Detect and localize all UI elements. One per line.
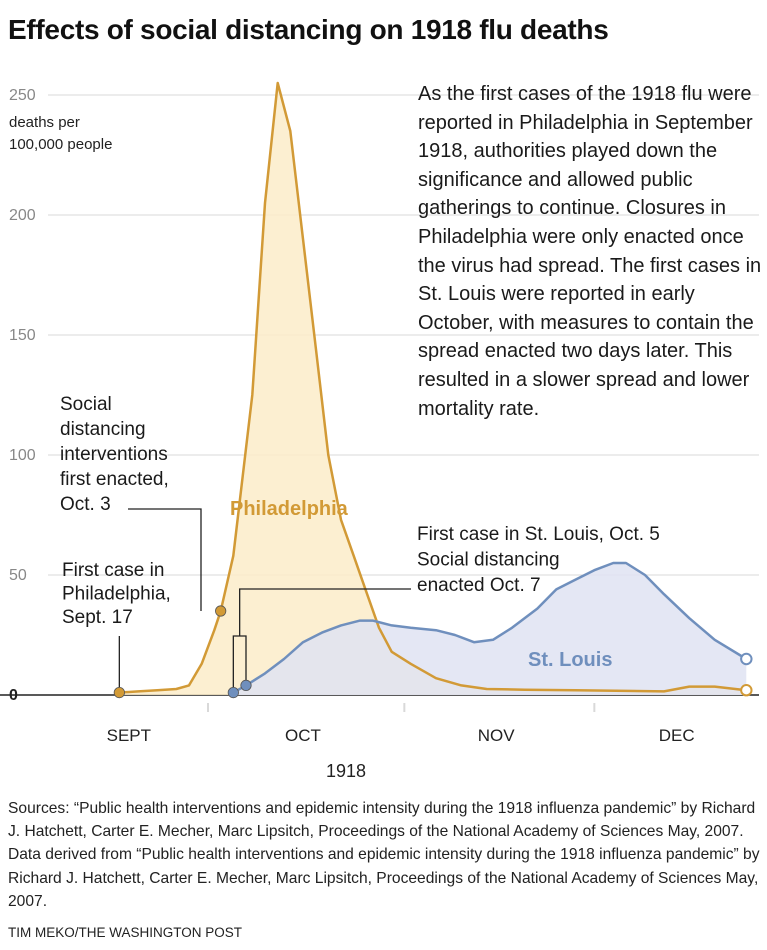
- annotation-line: First case in St. Louis, Oct. 5: [417, 524, 660, 545]
- philadelphia-line: [119, 81, 747, 694]
- y-axis-label: 100,000 people: [9, 136, 112, 153]
- credit-line: TIM MEKO/THE WASHINGTON POST: [8, 925, 243, 940]
- chart-description: As the first cases of the 1918 flu were …: [418, 83, 762, 420]
- sources-note: Sources: “Public health interventions an…: [8, 800, 760, 910]
- annotation-line: Sept. 17: [62, 607, 133, 628]
- y-tick-label: 200: [9, 207, 36, 224]
- y-tick-label: 150: [9, 327, 36, 344]
- annotation-leaders: [118, 508, 411, 693]
- marker-st-louis: [740, 652, 753, 666]
- series-label-philadelphia: Philadelphia: [230, 498, 349, 520]
- annotation-stl-first-case: First case in St. Louis, Oct. 5 Social di…: [417, 524, 660, 596]
- marker-philadelphia: [740, 684, 753, 697]
- month-label: NOV: [478, 726, 516, 745]
- marker-st-louis: [227, 686, 239, 699]
- series-areas: [119, 83, 747, 695]
- chart-svg: 0 50 100 150 200 250 deaths per 100,000 people S…: [0, 81, 759, 781]
- st-louis-area: [233, 563, 747, 695]
- leader-distancing-st-louis: [239, 588, 411, 636]
- marker-philadelphia: [215, 605, 227, 617]
- annotation-line: enacted Oct. 7: [417, 575, 541, 596]
- annotation-line: first enacted,: [60, 469, 169, 490]
- y-axis-label: deaths per: [9, 114, 80, 131]
- annotation-line: First case in: [62, 560, 164, 581]
- y-tick-label: 0: [9, 687, 18, 704]
- y-tick-label: 50: [9, 567, 27, 584]
- annotation-line: Philadelphia,: [62, 584, 171, 605]
- series-markers: [113, 605, 753, 699]
- annotation-phil-first-case: First case in Philadelphia, Sept. 17: [62, 560, 171, 628]
- chart-labels: 0 50 100 150 200 250 deaths per 100,000 people S…: [9, 87, 695, 781]
- marker-st-louis: [240, 679, 252, 692]
- x-axis-label: 1918: [326, 761, 366, 781]
- month-label: SEPT: [107, 726, 151, 745]
- y-tick-label: 100: [9, 447, 36, 464]
- month-label: DEC: [659, 726, 695, 745]
- month-label: OCT: [285, 726, 321, 745]
- annotation-line: Social distancing: [417, 550, 560, 571]
- annotation-line: Oct. 3: [60, 494, 111, 515]
- annotation-phil-distancing: Social distancing interventions first enact…: [60, 394, 169, 515]
- series-label-st-louis: St. Louis: [528, 649, 612, 671]
- annotation-line: distancing: [60, 419, 146, 440]
- annotation-line: Social: [60, 394, 112, 415]
- philadelphia-area: [119, 83, 747, 695]
- leader-distancing-philadelphia: [128, 508, 202, 611]
- chart-title: Effects of social distancing on 1918 flu…: [8, 14, 609, 45]
- series-lines: [119, 81, 747, 694]
- annotation-line: interventions: [60, 444, 168, 465]
- y-tick-label: 250: [9, 87, 36, 104]
- st-louis-line: [232, 561, 747, 694]
- marker-philadelphia: [113, 686, 125, 699]
